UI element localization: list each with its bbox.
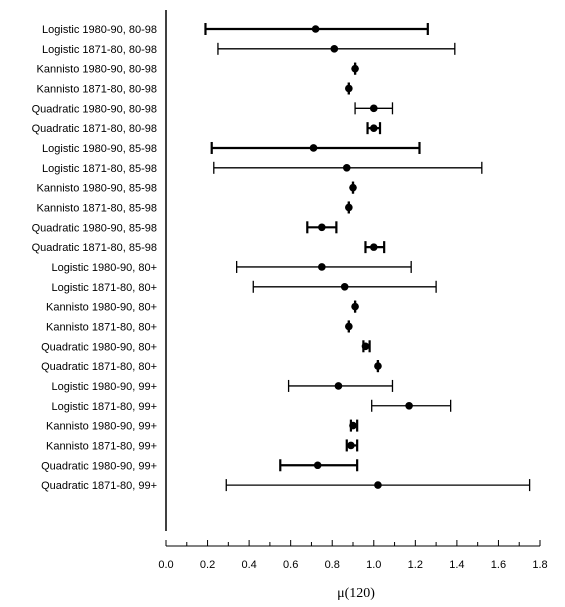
x-tick-label: 1.0 <box>366 559 381 571</box>
category-labels: Logistic 1980-90, 80-98 Logistic 1871-80,… <box>32 24 157 492</box>
category-label: Logistic 1980-90, 85-98 <box>42 143 157 155</box>
x-tick-label: 1.8 <box>532 559 547 571</box>
category-label: Logistic 1871-80, 85-98 <box>42 163 157 175</box>
category-label: Quadratic 1871-80, 99+ <box>41 480 157 492</box>
category-label: Kannisto 1980-90, 80+ <box>46 302 157 314</box>
data-point <box>361 342 370 351</box>
category-label: Quadratic 1871-80, 80-98 <box>32 123 157 135</box>
x-tick-label: 0.2 <box>200 559 215 571</box>
category-label: Kannisto 1980-90, 99+ <box>46 421 157 433</box>
data-point <box>351 64 359 73</box>
category-label: Kannisto 1980-90, 80-98 <box>37 64 157 76</box>
x-tick-label: 1.6 <box>491 559 506 571</box>
category-label: Quadratic 1980-90, 99+ <box>41 460 157 472</box>
category-label: Kannisto 1871-80, 85-98 <box>37 202 157 214</box>
data-point <box>340 282 349 291</box>
x-tick-label: 1.2 <box>408 559 423 571</box>
category-label: Kannisto 1871-80, 80+ <box>46 321 157 333</box>
data-point <box>313 461 322 470</box>
category-label: Logistic 1980-90, 99+ <box>52 381 158 393</box>
category-label: Quadratic 1980-90, 85-98 <box>32 222 157 234</box>
data-point <box>309 144 318 152</box>
data-point <box>374 362 382 370</box>
error-bars <box>204 23 531 492</box>
category-label: Logistic 1871-80, 80-98 <box>42 44 157 56</box>
category-label: Logistic 1871-80, 99+ <box>52 401 158 413</box>
data-point <box>374 481 382 489</box>
x-tick-label: 0.6 <box>283 559 298 571</box>
data-point <box>351 302 359 311</box>
category-label: Quadratic 1980-90, 80-98 <box>32 103 157 115</box>
x-tick-label: 0.4 <box>241 559 256 571</box>
data-point <box>349 421 357 430</box>
data-point <box>405 401 413 410</box>
category-label: Logistic 1871-80, 80+ <box>52 282 158 294</box>
data-point <box>318 263 326 271</box>
data-point <box>347 441 355 450</box>
data-point <box>369 104 378 113</box>
category-label: Logistic 1980-90, 80+ <box>52 262 158 274</box>
data-point <box>342 164 351 172</box>
x-tick-label: 0.0 <box>158 559 173 571</box>
data-point <box>334 382 343 390</box>
data-point <box>311 25 320 33</box>
category-label: Kannisto 1871-80, 80-98 <box>37 83 157 95</box>
category-label: Quadratic 1871-80, 80+ <box>41 361 157 373</box>
category-label: Kannisto 1980-90, 85-98 <box>37 183 157 195</box>
data-point <box>318 223 326 232</box>
data-point <box>345 322 353 331</box>
category-label: Logistic 1980-90, 80-98 <box>42 24 157 36</box>
data-point <box>369 124 378 132</box>
x-tick-label: 0.8 <box>325 559 340 571</box>
category-label: Quadratic 1980-90, 80+ <box>41 341 157 353</box>
category-label: Kannisto 1871-80, 99+ <box>46 440 157 452</box>
data-point <box>349 183 357 192</box>
x-axis-title: μ(120) <box>337 586 375 601</box>
x-tick-label: 1.4 <box>449 559 464 571</box>
category-label: Quadratic 1871-80, 85-98 <box>32 242 157 254</box>
x-axis-ticks: 0.0 0.2 0.4 0.6 0.8 1.0 1.2 1.4 1.6 1.8 <box>158 540 548 571</box>
data-point <box>330 45 339 53</box>
data-point <box>345 84 353 93</box>
data-point <box>369 243 378 251</box>
data-point <box>345 203 353 212</box>
